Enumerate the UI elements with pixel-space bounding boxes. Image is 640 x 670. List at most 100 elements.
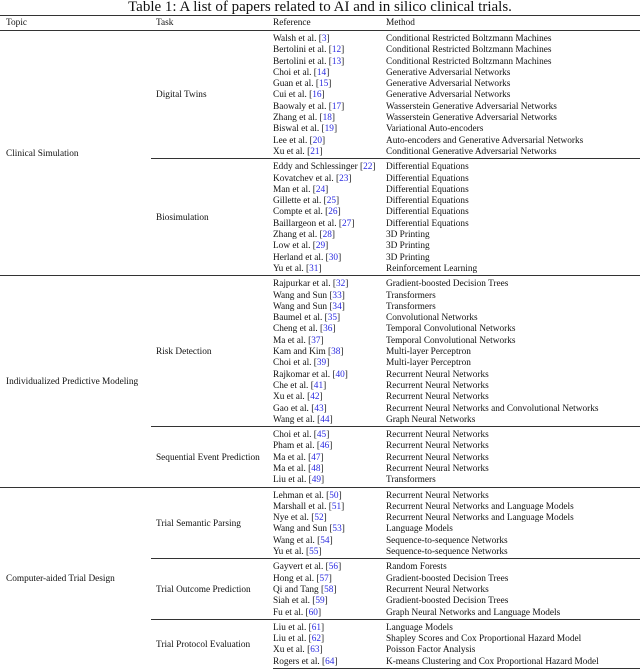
reference-author: Baillargeon et al.	[273, 218, 337, 229]
method-cell: Graph Neural Networks and Language Model…	[386, 607, 561, 618]
citation-link[interactable]: 63	[310, 645, 320, 656]
citation-link[interactable]: 39	[316, 358, 327, 369]
citation-link[interactable]: 45	[316, 430, 327, 441]
reference-cell: Baowaly et al. [17]	[273, 101, 345, 112]
citation-link[interactable]: 24	[315, 184, 326, 195]
reference-cell: Guan et al. [15]	[273, 79, 332, 90]
citation-link[interactable]: 12	[331, 45, 342, 56]
table-row: Low et al. [29] 3D Printing	[0, 241, 640, 252]
method-cell: Recurrent Neural Networks	[386, 463, 489, 474]
method-cell: Conditional Restricted Boltzmann Machine…	[386, 56, 552, 67]
reference-author: Herland et al.	[273, 252, 324, 263]
citation-link[interactable]: 44	[320, 414, 330, 425]
citation-link[interactable]: 29	[315, 241, 326, 252]
method-cell: 3D Printing	[386, 252, 430, 263]
citation-link[interactable]: 40	[335, 369, 345, 380]
citation-link[interactable]: 51	[331, 501, 342, 512]
citation-link[interactable]: 22	[363, 162, 373, 173]
citation-link[interactable]: 15	[318, 79, 329, 90]
citation-link[interactable]: 60	[308, 607, 318, 618]
citation-link[interactable]: 13	[331, 56, 342, 67]
reference-cell: Rajpurkar et al. [32]	[273, 275, 386, 291]
table-row: Herland et al. [30] 3D Printing	[0, 253, 640, 264]
citation-link[interactable]: 33	[332, 290, 342, 301]
method-cell: Poisson Factor Analysis	[386, 645, 476, 656]
citation-link[interactable]: 27	[342, 218, 352, 229]
citation-link[interactable]: 28	[322, 230, 332, 241]
reference-cell: Choi et al. [45]	[273, 426, 386, 442]
citation-link[interactable]: 50	[329, 490, 339, 501]
citation-link[interactable]: 23	[339, 173, 349, 184]
method-cell: Recurrent Neural Networks	[386, 392, 489, 403]
citation-link[interactable]: 48	[311, 463, 321, 474]
citation-link[interactable]: 64	[325, 656, 335, 667]
table-row: Computer-aided Trial Design Trial Semanti…	[0, 486, 640, 669]
reference-author: Xu et al.	[273, 146, 305, 157]
citation-link[interactable]: 16	[312, 90, 322, 101]
citation-link[interactable]: 55	[309, 547, 319, 558]
table-row: Pham et al. [46] Recurrent Neural Network…	[0, 441, 640, 452]
header-task: Task	[151, 15, 273, 31]
citation-link[interactable]: 38	[331, 347, 341, 358]
method-cell: Conditional Restricted Boltzmann Machine…	[386, 34, 552, 44]
task-cell: Trial Semantic Parsing	[151, 486, 273, 559]
citation-link[interactable]: 54	[320, 535, 330, 546]
citation-link[interactable]: 42	[310, 392, 320, 403]
citation-link[interactable]: 41	[313, 380, 324, 391]
citation-link[interactable]: 49	[311, 475, 322, 486]
citation-link[interactable]: 62	[311, 634, 322, 645]
method-cell: Graph Neural Networks	[386, 414, 476, 425]
citation-link[interactable]: 35	[327, 313, 338, 324]
citation-link[interactable]: 52	[314, 513, 324, 524]
reference-author: Qi and Tang	[273, 584, 319, 595]
citation-link[interactable]: 31	[309, 263, 319, 274]
citation-link[interactable]: 36	[323, 324, 333, 335]
method-cell: Gradient-boosted Decision Trees	[386, 596, 509, 607]
table-row: Fu et al. [60] Graph Neural Networks and …	[0, 608, 640, 620]
citation-link[interactable]: 19	[324, 124, 334, 135]
reference-cell: Kam and Kim [38]	[273, 347, 344, 358]
reference-author: Cheng et al.	[273, 324, 318, 335]
citation-link[interactable]: 17	[331, 101, 342, 112]
citation-link[interactable]: 34	[332, 301, 342, 312]
reference-author: Wang and Sun	[273, 290, 327, 301]
table-row: Cheng et al. [36] Temporal Convolutional …	[0, 324, 640, 335]
citation-link[interactable]: 26	[328, 207, 338, 218]
citation-link[interactable]: 43	[314, 403, 324, 414]
method-cell: Differential Equations	[386, 173, 469, 184]
citation-link[interactable]: 46	[320, 441, 330, 452]
reference-cell: Zhang et al. [18]	[273, 113, 335, 124]
citation-link[interactable]: 3	[321, 34, 327, 44]
method-cell: Shapley Scores and Cox Proportional Haza…	[386, 634, 582, 645]
citation-link[interactable]: 30	[328, 252, 339, 263]
citation-link[interactable]: 20	[312, 135, 323, 146]
table-row: Trial Outcome Prediction Gayvert et al. […	[0, 558, 640, 620]
citation-link[interactable]: 53	[332, 524, 342, 535]
reference-author: Pham et al.	[273, 441, 315, 452]
method-cell: Generative Adversarial Networks	[386, 79, 511, 90]
table-row: Siah et al. [59] Gradient-boosted Decisio…	[0, 596, 640, 607]
method-cell: Recurrent Neural Networks	[386, 380, 489, 391]
citation-link[interactable]: 47	[311, 452, 321, 463]
citation-link[interactable]: 21	[310, 146, 320, 157]
citation-link[interactable]: 61	[311, 622, 322, 633]
method-cell: Temporal Convolutional Networks	[386, 324, 516, 335]
reference-author: Ma et al.	[273, 452, 306, 463]
reference-author: Wang et al.	[273, 414, 315, 425]
citation-link[interactable]: 59	[315, 596, 325, 607]
reference-author: Man et al.	[273, 184, 311, 195]
citation-link[interactable]: 58	[324, 584, 334, 595]
citation-link[interactable]: 32	[336, 279, 346, 290]
citation-link[interactable]: 56	[328, 562, 339, 573]
reference-cell: Biswal et al. [19]	[273, 124, 338, 135]
reference-cell: Marshall et al. [51]	[273, 501, 345, 512]
reference-cell: Xu et al. [63]	[273, 645, 323, 656]
citation-link[interactable]: 18	[322, 113, 332, 124]
citation-link[interactable]: 57	[319, 573, 329, 584]
table-row: Wang et al. [54] Sequence-to-sequence Net…	[0, 536, 640, 547]
citation-link[interactable]: 14	[316, 67, 327, 78]
table-row: Marshall et al. [51] Recurrent Neural Net…	[0, 502, 640, 513]
citation-link[interactable]: 37	[311, 335, 321, 346]
table-header-row: Topic Task Reference Method	[0, 15, 640, 31]
citation-link[interactable]: 25	[326, 196, 336, 207]
